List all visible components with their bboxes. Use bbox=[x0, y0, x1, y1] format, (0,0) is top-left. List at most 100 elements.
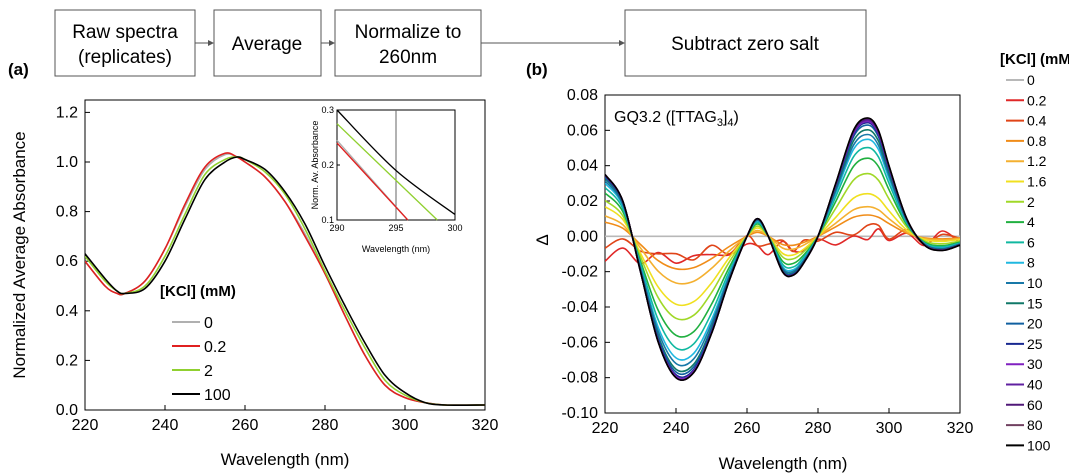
series-line-kcl-8 bbox=[605, 138, 960, 361]
y-tick-label: -0.06 bbox=[562, 334, 599, 351]
x-tick-label: 240 bbox=[663, 420, 690, 437]
series-line-kcl-2 bbox=[85, 156, 485, 407]
x-tick-label: 320 bbox=[947, 420, 974, 437]
inset-y-tick-label: 0.3 bbox=[321, 105, 334, 115]
x-tick-label: 320 bbox=[472, 417, 499, 434]
x-tick-label: 260 bbox=[734, 420, 761, 437]
legend-label-b: 40 bbox=[1027, 377, 1043, 393]
y-axis-label-b: Δ bbox=[533, 234, 552, 245]
inset-chart: 290 295 300 0.1 0.2 0.3 Wavelength (nm) Norm.… bbox=[310, 105, 463, 254]
flow-box-average bbox=[213, 9, 322, 77]
legend-b: [KCl] (mM) 0 0.2 0.4 0.8 1.2 1.6 2 4 6 8 10 15 20 25 3… bbox=[1000, 51, 1069, 453]
series-line-kcl-0.4 bbox=[605, 223, 960, 261]
y-tick-label: 0.2 bbox=[56, 352, 78, 369]
legend-label-b: 4 bbox=[1027, 214, 1035, 230]
y-tick-label: 0.08 bbox=[567, 87, 598, 104]
legend-label-b: 25 bbox=[1027, 336, 1043, 352]
series-line-kcl-0.8 bbox=[605, 214, 960, 271]
y-tick-label: 1.0 bbox=[56, 154, 78, 171]
series-line-kcl-15 bbox=[605, 128, 960, 373]
series-line-kcl-100 bbox=[605, 117, 960, 381]
y-tick-label: 0.04 bbox=[567, 158, 598, 175]
legend-label-b: 15 bbox=[1027, 295, 1043, 311]
legend-label-b: 0.4 bbox=[1027, 113, 1047, 129]
series-line-kcl-10 bbox=[605, 133, 960, 367]
panel-label-a: (a) bbox=[8, 60, 29, 79]
legend-label-b: 2 bbox=[1027, 194, 1035, 210]
series-line-kcl-4 bbox=[605, 157, 960, 338]
y-tick-label: 0.6 bbox=[56, 253, 78, 270]
series-line-kcl-100 bbox=[85, 156, 485, 407]
legend-label-a: 0 bbox=[204, 315, 213, 332]
y-tick-label: -0.02 bbox=[562, 264, 599, 281]
legend-label-b: 1.2 bbox=[1027, 153, 1047, 169]
annotation-gq32: GQ3.2 ([TTAG3]4) bbox=[614, 109, 739, 129]
series-group-b bbox=[605, 117, 960, 381]
y-tick-label: -0.10 bbox=[562, 405, 599, 422]
y-tick-label: 0.4 bbox=[56, 303, 78, 320]
inset-y-tick-label: 0.2 bbox=[321, 160, 334, 170]
flow-box-subtract bbox=[624, 9, 867, 77]
inset-x-tick-label: 290 bbox=[329, 223, 344, 233]
legend-title-a: [KCl] (mM) bbox=[160, 283, 236, 300]
series-line-kcl-0.2 bbox=[85, 152, 485, 407]
flow-box-normalize-line2: 260nm bbox=[379, 47, 437, 68]
legend-label-b: 20 bbox=[1027, 316, 1043, 332]
x-axis-label-b: Wavelength (nm) bbox=[719, 454, 848, 473]
y-tick-label: -0.08 bbox=[562, 370, 599, 387]
y-tick-label: 0.02 bbox=[567, 193, 598, 210]
inset-x-tick-label: 300 bbox=[447, 223, 462, 233]
series-line-kcl-1.6 bbox=[605, 192, 960, 307]
legend-label-a: 0.2 bbox=[204, 339, 226, 356]
axis-ticks-a: 220 240 260 280 300 320 0.0 0.2 0.4 0.6 0.8 1.0 1.2 bbox=[56, 104, 499, 434]
legend-label-a: 100 bbox=[204, 387, 231, 404]
flow-box-average-label: Average bbox=[232, 34, 302, 55]
flow-box-normalize-line1: Normalize to bbox=[355, 22, 462, 43]
inset-series-line-kcl-2 bbox=[336, 123, 438, 221]
flow-box-raw-spectra bbox=[54, 9, 196, 77]
panel-label-b: (b) bbox=[526, 60, 548, 79]
legend-label-b: 60 bbox=[1027, 397, 1043, 413]
y-tick-label: 0.00 bbox=[567, 228, 598, 245]
legend-label-b: 6 bbox=[1027, 234, 1035, 250]
x-tick-label: 280 bbox=[312, 417, 339, 434]
inset-series-line-kcl-0.2 bbox=[336, 142, 409, 221]
plot-frame-b bbox=[604, 94, 961, 414]
series-line-kcl-2 bbox=[605, 172, 960, 321]
x-tick-label: 300 bbox=[392, 417, 419, 434]
x-axis-label-a: Wavelength (nm) bbox=[221, 450, 350, 469]
inset-y-label: Norm. Av. Absorbance bbox=[310, 121, 320, 210]
inset-x-tick-label: 295 bbox=[388, 223, 403, 233]
series-line-kcl-20 bbox=[605, 124, 960, 376]
legend-label-b: 30 bbox=[1027, 356, 1043, 372]
legend-a: [KCl] (mM) 0 0.2 2 100 bbox=[160, 283, 236, 404]
inset-x-label: Wavelength (nm) bbox=[362, 244, 430, 254]
legend-label-b: 0.2 bbox=[1027, 92, 1047, 108]
inset-y-tick-label: 0.1 bbox=[321, 215, 334, 225]
x-tick-label: 220 bbox=[592, 420, 619, 437]
series-line-kcl-6 bbox=[605, 146, 960, 351]
flow-box-raw-line2: (replicates) bbox=[78, 47, 172, 68]
legend-label-b: 1.6 bbox=[1027, 174, 1047, 190]
y-tick-label: 0.8 bbox=[56, 204, 78, 221]
y-tick-label: 1.2 bbox=[56, 104, 78, 121]
axis-ticks-b: 220 240 260 280 300 320 -0.10 -0.08 -0.06 -0.04 -0… bbox=[562, 87, 974, 437]
x-tick-label: 260 bbox=[232, 417, 259, 434]
y-tick-label: -0.04 bbox=[562, 299, 599, 316]
legend-label-b: 10 bbox=[1027, 275, 1043, 291]
legend-label-a: 2 bbox=[204, 363, 213, 380]
series-group-a bbox=[85, 152, 485, 407]
legend-label-b: 0.8 bbox=[1027, 133, 1047, 149]
x-tick-label: 300 bbox=[876, 420, 903, 437]
series-line-kcl-1.2 bbox=[605, 205, 960, 285]
chart-panel-b: 220 240 260 280 300 320-0.10-0.08-0.06-0.04-0… bbox=[533, 51, 1069, 473]
x-tick-label: 240 bbox=[152, 417, 179, 434]
x-tick-label: 220 bbox=[72, 417, 99, 434]
legend-label-b: 100 bbox=[1027, 437, 1051, 453]
series-line-kcl-0.2 bbox=[605, 227, 960, 265]
legend-title-b: [KCl] (mM) bbox=[1000, 51, 1069, 68]
chart-panel-a: 220 240 260 280 300 3200.00.20.40.60.81.01.2 … bbox=[10, 99, 499, 469]
y-tick-label: 0.06 bbox=[567, 122, 598, 139]
y-tick-label: 0.0 bbox=[56, 402, 78, 419]
y-axis-label-a: Normalized Average Absorbance bbox=[10, 131, 29, 378]
